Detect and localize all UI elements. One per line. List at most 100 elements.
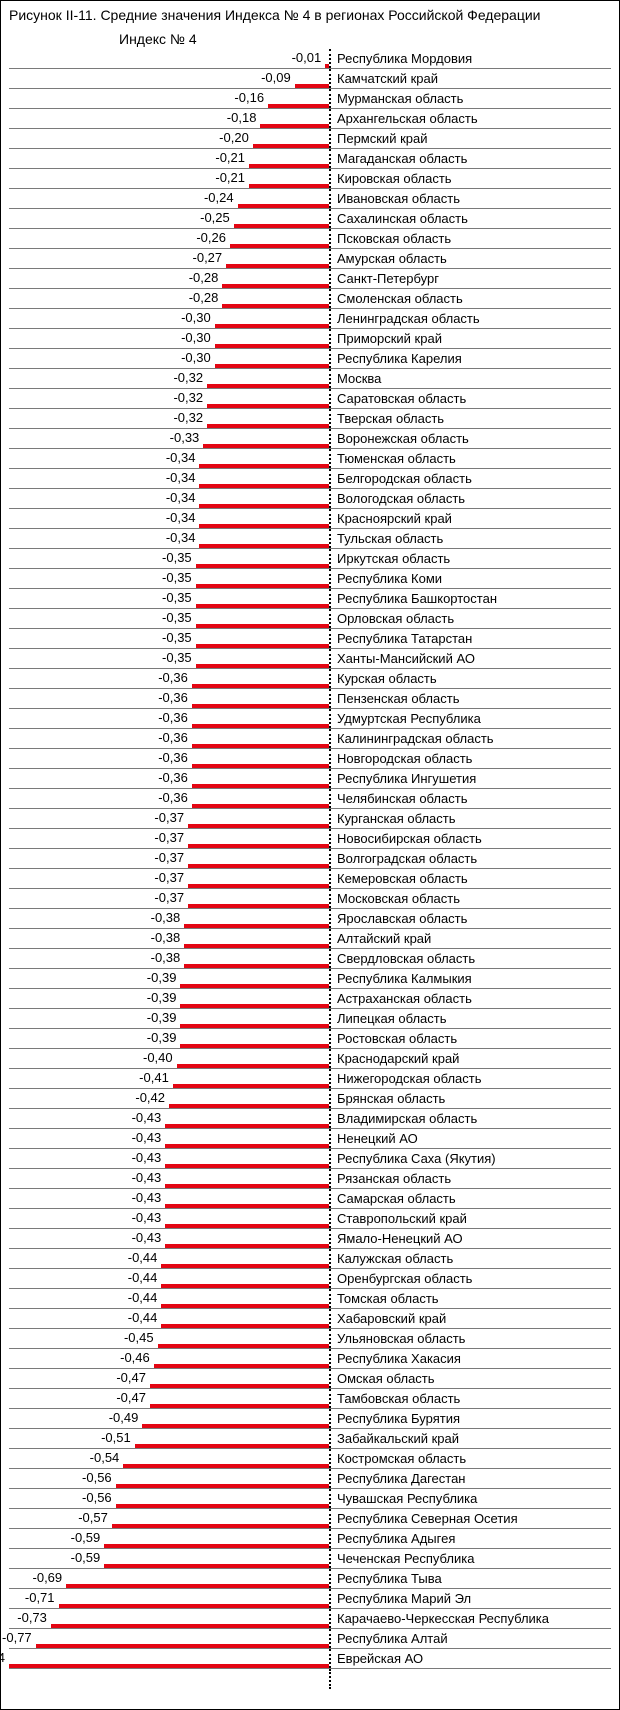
chart-row: -0,38Ярославская область xyxy=(9,909,611,929)
region-label: Нижегородская область xyxy=(331,1069,611,1088)
region-label: Карачаево-Черкесская Республика xyxy=(331,1609,611,1628)
chart-row: -0,30Ленинградская область xyxy=(9,309,611,329)
region-label: Ульяновская область xyxy=(331,1329,611,1348)
bar-cell: -0,26 xyxy=(9,229,329,248)
bar-value: -0,32 xyxy=(173,410,203,425)
region-label: Чувашская Республика xyxy=(331,1489,611,1508)
bar xyxy=(180,1004,329,1008)
chart-row: -0,59Чеченская Республика xyxy=(9,1549,611,1569)
bar-cell: -0,32 xyxy=(9,409,329,428)
region-label: Рязанская область xyxy=(331,1169,611,1188)
bar-value: -0,37 xyxy=(154,870,184,885)
region-label: Самарская область xyxy=(331,1189,611,1208)
bar-value: -0,42 xyxy=(135,1090,165,1105)
bar xyxy=(230,244,329,248)
bar-value: -0,59 xyxy=(71,1550,101,1565)
chart-row: -0,39Республика Калмыкия xyxy=(9,969,611,989)
chart-row: -0,35Республика Башкортостан xyxy=(9,589,611,609)
bar-cell: -0,34 xyxy=(9,469,329,488)
region-label: Санкт-Петербург xyxy=(331,269,611,288)
region-label: Смоленская область xyxy=(331,289,611,308)
region-label: Москва xyxy=(331,369,611,388)
chart-row: -0,77Республика Алтай xyxy=(9,1629,611,1649)
bar-value: -0,43 xyxy=(132,1210,162,1225)
bar-value: -0,35 xyxy=(162,550,192,565)
chart-row: -0,27Амурская область xyxy=(9,249,611,269)
region-label: Липецкая область xyxy=(331,1009,611,1028)
bar-cell: -0,43 xyxy=(9,1169,329,1188)
bar xyxy=(66,1584,329,1588)
bar-value: -0,38 xyxy=(151,910,181,925)
region-label: Кировская область xyxy=(331,169,611,188)
region-label: Астраханская область xyxy=(331,989,611,1008)
chart-row: -0,32 Москва xyxy=(9,369,611,389)
bar xyxy=(184,924,329,928)
bar-cell: -0,35 xyxy=(9,589,329,608)
bar-value: -0,36 xyxy=(158,750,188,765)
bar xyxy=(177,1064,329,1068)
bar-cell: -0,59 xyxy=(9,1529,329,1548)
bar-value: -0,46 xyxy=(120,1350,150,1365)
bar-cell: -0,39 xyxy=(9,989,329,1008)
bar-cell: -0,43 xyxy=(9,1149,329,1168)
bar-cell: -0,47 xyxy=(9,1369,329,1388)
region-label: Республика Татарстан xyxy=(331,629,611,648)
chart-row: -0,36Курская область xyxy=(9,669,611,689)
bar xyxy=(199,504,329,508)
chart-row: -0,37Новосибирская область xyxy=(9,829,611,849)
region-label: Томская область xyxy=(331,1289,611,1308)
region-label: Свердловская область xyxy=(331,949,611,968)
region-label: Московская область xyxy=(331,889,611,908)
bar xyxy=(199,464,329,468)
chart-row: -0,40Краснодарский край xyxy=(9,1049,611,1069)
chart-row: -0,09Камчатский край xyxy=(9,69,611,89)
chart-row: -0,35Республика Татарстан xyxy=(9,629,611,649)
chart-row: -0,44Хабаровский край xyxy=(9,1309,611,1329)
region-label: Курганская область xyxy=(331,809,611,828)
chart-row: -0,69Республика Тыва xyxy=(9,1569,611,1589)
chart-row: -0,16Мурманская область xyxy=(9,89,611,109)
bar-cell: -0,30 xyxy=(9,349,329,368)
bar-cell: -0,37 xyxy=(9,829,329,848)
chart-row: -0,71Республика Марий Эл xyxy=(9,1589,611,1609)
bar-value: -0,32 xyxy=(173,370,203,385)
chart-row: -0,01Республика Мордовия xyxy=(9,49,611,69)
bar xyxy=(192,684,329,688)
bar xyxy=(207,404,329,408)
bar-value: -0,44 xyxy=(128,1250,158,1265)
chart-row: -0,35Ханты-Мансийский АО xyxy=(9,649,611,669)
region-label: Магаданская область xyxy=(331,149,611,168)
bar xyxy=(169,1104,329,1108)
bar xyxy=(165,1184,329,1188)
bar-value: -0,59 xyxy=(71,1530,101,1545)
chart-row: -0,25Сахалинская область xyxy=(9,209,611,229)
chart-row: -0,84Еврейская АО xyxy=(9,1649,611,1669)
bar-cell: -0,39 xyxy=(9,1029,329,1048)
chart-row: -0,35Иркутская область xyxy=(9,549,611,569)
chart-row: -0,47Омская область xyxy=(9,1369,611,1389)
bar-value: -0,25 xyxy=(200,210,230,225)
bar-cell: -0,44 xyxy=(9,1309,329,1328)
chart-row: -0,21Кировская область xyxy=(9,169,611,189)
region-label: Белгородская область xyxy=(331,469,611,488)
region-label: Красноярский край xyxy=(331,509,611,528)
chart-row: -0,46 Республика Хакасия xyxy=(9,1349,611,1369)
bar-value: -0,30 xyxy=(181,350,211,365)
bar xyxy=(207,424,329,428)
bar xyxy=(196,584,329,588)
bar-value: -0,27 xyxy=(193,250,223,265)
region-label: Челябинская область xyxy=(331,789,611,808)
bar xyxy=(226,264,329,268)
bar-value: -0,36 xyxy=(158,710,188,725)
region-label: Костромская область xyxy=(331,1449,611,1468)
region-label: Орловская область xyxy=(331,609,611,628)
bar-cell: -0,21 xyxy=(9,169,329,188)
bar-cell: -0,44 xyxy=(9,1249,329,1268)
region-label: Республика Хакасия xyxy=(331,1349,611,1368)
bar xyxy=(295,84,329,88)
bar-value: -0,84 xyxy=(0,1650,5,1665)
chart-row: -0,18Архангельская область xyxy=(9,109,611,129)
bar xyxy=(150,1384,329,1388)
bar-value: -0,57 xyxy=(78,1510,108,1525)
region-label: Республика Тыва xyxy=(331,1569,611,1588)
